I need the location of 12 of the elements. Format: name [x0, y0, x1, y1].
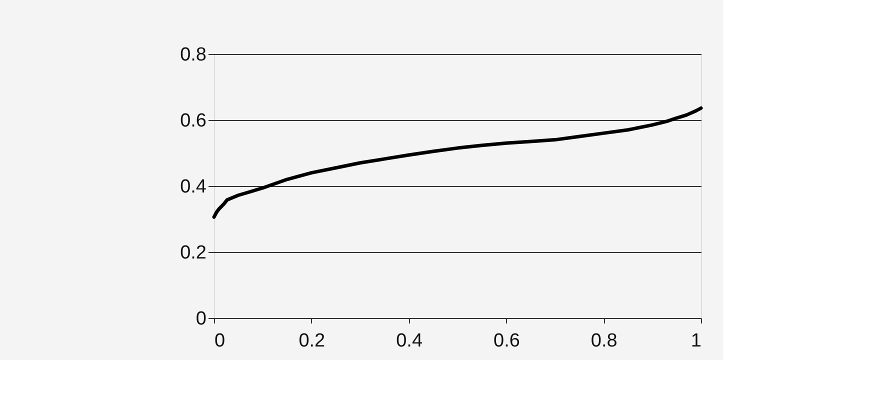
x-tick-label: 0.8	[590, 330, 618, 352]
y-tick-label: 0.8	[180, 44, 206, 66]
y-tick-label: 0.6	[180, 110, 206, 132]
x-tick-label: 0.2	[298, 330, 326, 352]
y-tick-label: 0.4	[180, 176, 207, 198]
x-tick-label: 1	[690, 330, 702, 352]
y-tick-label: 0	[196, 308, 206, 330]
line-series	[212, 106, 703, 219]
y-tick-label: 0.2	[180, 242, 206, 264]
x-tick-label: 0.6	[493, 330, 520, 352]
x-tick-label: 0.4	[396, 330, 423, 352]
x-tick-label: 0	[214, 330, 226, 352]
